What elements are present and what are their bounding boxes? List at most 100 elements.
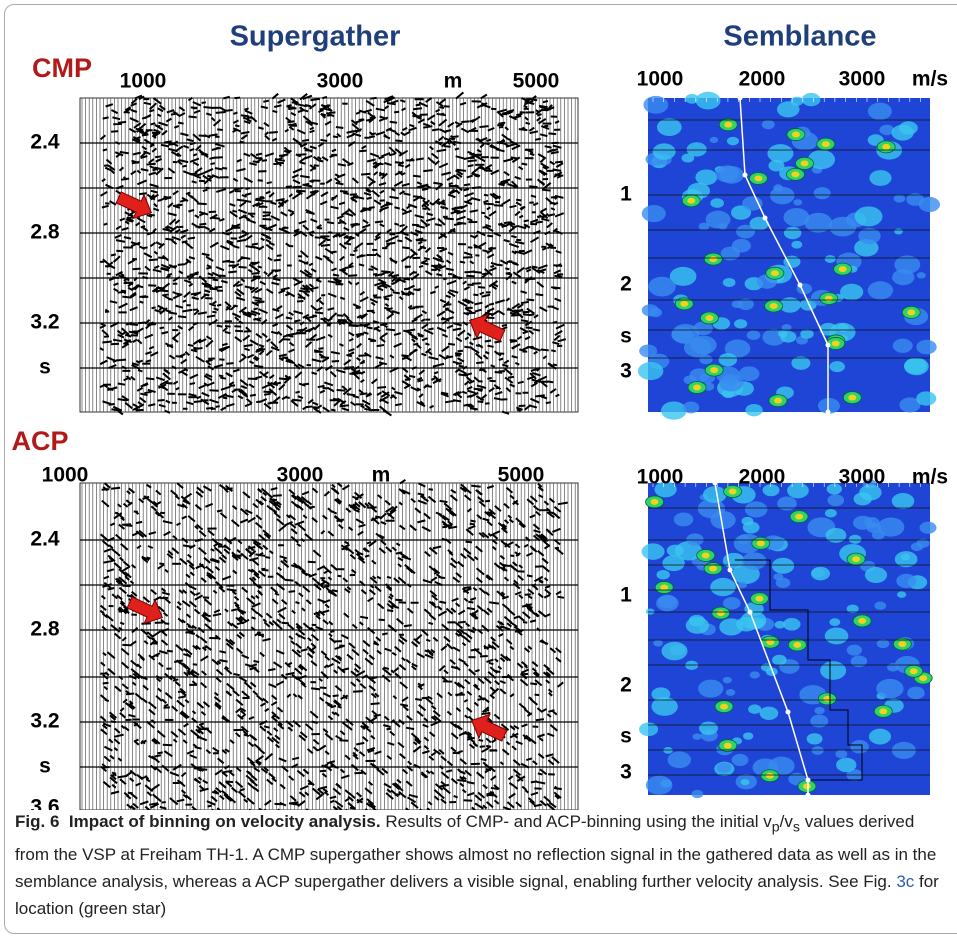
energy	[740, 778, 750, 786]
energy	[777, 101, 800, 118]
energy	[891, 124, 914, 141]
energy-peak	[824, 295, 833, 302]
energy	[738, 366, 760, 382]
pick-point	[805, 792, 811, 798]
energy-peak	[907, 309, 916, 316]
energy	[744, 501, 768, 518]
energy	[811, 746, 824, 755]
energy	[661, 401, 687, 420]
energy	[736, 616, 757, 632]
energy	[891, 741, 916, 759]
energy	[858, 228, 881, 245]
energy-peak	[909, 668, 918, 675]
energy	[722, 676, 732, 684]
energy	[820, 661, 847, 680]
energy	[774, 620, 786, 629]
subscript: s	[792, 819, 800, 836]
energy	[709, 136, 719, 144]
energy	[769, 186, 795, 205]
energy	[690, 335, 717, 355]
energy	[726, 136, 739, 146]
semblance-label: 2	[620, 273, 632, 296]
energy	[691, 789, 704, 799]
energy	[710, 510, 736, 530]
energy	[742, 732, 754, 740]
energy	[641, 204, 666, 223]
velocity-label: m/s	[912, 68, 948, 91]
energy	[814, 706, 825, 715]
energy	[698, 222, 710, 231]
velocity-label: 2000	[739, 466, 786, 489]
energy-peak	[858, 617, 867, 624]
energy	[698, 679, 724, 698]
energy	[716, 762, 732, 773]
energy	[829, 618, 841, 627]
energy	[703, 486, 727, 504]
energy	[742, 196, 763, 211]
energy	[783, 618, 801, 631]
panel-title: Semblance	[723, 21, 876, 53]
y-axis-label: s	[39, 356, 51, 379]
energy	[879, 124, 895, 136]
wiggles	[99, 478, 568, 810]
energy	[916, 272, 926, 279]
energy	[779, 297, 801, 313]
picks-outline	[735, 559, 863, 781]
energy	[825, 527, 847, 543]
energy-peak	[724, 121, 733, 128]
energy	[734, 319, 748, 329]
energy	[669, 266, 697, 286]
energy	[850, 655, 868, 668]
velocity-label: 2000	[739, 68, 786, 91]
energy	[641, 543, 665, 560]
energy-peak	[770, 270, 779, 277]
energy-peak	[879, 708, 888, 715]
energy-peak	[766, 639, 775, 646]
energy	[736, 224, 756, 239]
semblance-label: 1	[620, 183, 632, 206]
energy-peak	[919, 675, 928, 682]
x-axis-label: 3000	[277, 464, 324, 487]
energy	[741, 552, 767, 570]
figure-reference[interactable]: 3c	[896, 872, 915, 892]
energy-peak	[680, 300, 689, 307]
energy	[639, 344, 658, 358]
energy	[807, 149, 836, 170]
traces	[81, 483, 576, 810]
energy-peak	[769, 302, 778, 309]
pick-point	[747, 609, 753, 615]
energy	[722, 277, 736, 288]
energy	[768, 159, 785, 172]
energy	[828, 216, 857, 237]
energy-peak	[795, 513, 804, 520]
energy	[645, 775, 673, 795]
x-axis-label: 1000	[120, 70, 167, 93]
energy-peak	[709, 256, 718, 263]
energy	[868, 728, 892, 745]
energy	[892, 269, 915, 286]
energy-peak	[882, 143, 891, 150]
energy	[718, 353, 738, 367]
semblance-label: 1	[620, 584, 632, 607]
semblance-panel	[639, 479, 937, 799]
energy	[869, 170, 892, 186]
energy	[654, 481, 677, 498]
energy	[737, 581, 748, 589]
energy	[916, 391, 937, 406]
energy	[731, 300, 743, 309]
energy	[775, 577, 791, 588]
energy	[824, 508, 837, 518]
energy-peak	[848, 394, 857, 401]
caption: Fig. 6 Impact of binning on velocity ana…	[15, 808, 945, 922]
energy	[899, 397, 921, 413]
velocity-label: 3000	[839, 466, 886, 489]
energy	[783, 208, 810, 227]
energy	[662, 555, 685, 572]
energy-peak	[838, 266, 847, 273]
energy-peak	[898, 641, 907, 648]
energy-peak	[723, 742, 732, 749]
energy	[673, 512, 694, 527]
energy	[904, 357, 929, 376]
energy	[918, 196, 941, 213]
